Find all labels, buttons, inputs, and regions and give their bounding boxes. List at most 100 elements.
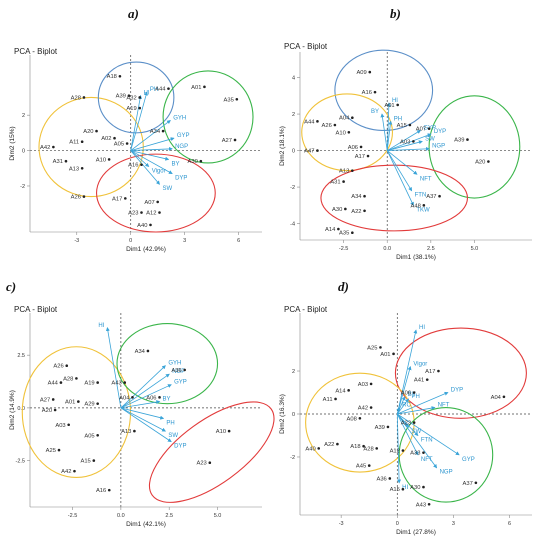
point-a28 (75, 377, 78, 380)
point-a04 (351, 116, 354, 120)
point-a26 (333, 123, 337, 127)
vector-hi (386, 102, 391, 151)
point-a13 (351, 169, 354, 172)
point-label: A17 (425, 369, 435, 375)
point-label: A23 (196, 461, 206, 467)
point-label: A37 (426, 194, 436, 200)
point-a36 (183, 368, 186, 372)
vector-label: DYP (451, 388, 463, 394)
vector-label: DYP (434, 129, 446, 135)
point-label: A13 (339, 169, 349, 175)
vector-label: PH (166, 420, 174, 426)
x-tick-label: -3 (339, 521, 344, 527)
vector-ph (396, 398, 409, 415)
vector-label: NFT (420, 176, 432, 182)
vector-ph (120, 407, 165, 420)
point-a44 (316, 120, 319, 123)
x-tick-label: -3 (74, 238, 79, 244)
vector-dyp (120, 407, 172, 443)
x-tick-label: 6 (237, 238, 240, 244)
point-label: A31 (53, 159, 63, 165)
point-a18 (362, 444, 365, 448)
point-label: A16 (128, 163, 138, 169)
point-label: A10 (96, 157, 106, 163)
vector-hi (130, 94, 143, 151)
point-label: A39 (454, 138, 464, 144)
biplot-svg-b: -2.5 0.0 2.5 5.0 -4 -2 0 2 4 Dim1 (38.1%) Dim2 (18… (279, 49, 532, 261)
point-label: A22 (324, 442, 334, 448)
point-a20 (53, 408, 57, 412)
point-label: A18 (107, 74, 117, 80)
y-tick-label: 2 (22, 113, 25, 119)
point-a42 (73, 469, 76, 473)
point-a43 (123, 381, 127, 384)
point-label: A39 (375, 425, 385, 431)
vector-gyh (120, 365, 166, 409)
point-a25 (379, 346, 382, 349)
point-a37 (474, 481, 478, 485)
y-tick-label: 2.5 (17, 353, 25, 359)
point-a30 (199, 159, 203, 163)
vector-sw (130, 150, 161, 185)
point-a01 (392, 352, 395, 356)
point-a08 (358, 416, 362, 420)
point-a45 (367, 464, 371, 467)
point-label: A28 (363, 446, 373, 452)
point-label: A47 (304, 149, 314, 155)
vector-label: TKW (416, 207, 430, 213)
point-label: A11 (69, 140, 79, 146)
vector-nft (386, 150, 418, 175)
panel-label: d) (338, 279, 349, 294)
y-axis-title: Dim2 (14.9%) (9, 390, 16, 430)
cluster-ellipse-3 (398, 407, 494, 503)
y-tick-label: 2 (292, 112, 295, 118)
point-label: A26 (71, 195, 81, 201)
point-label: A43 (111, 381, 121, 387)
x-axis-title: Dim1 (42.9%) (126, 246, 166, 253)
point-a07 (427, 127, 431, 130)
vector-rc (396, 406, 401, 415)
point-label: A44 (155, 87, 166, 93)
y-tick-label: -4 (290, 222, 295, 228)
vector-vigor (396, 365, 412, 415)
y-tick-label: 0 (292, 412, 295, 418)
point-a03 (412, 140, 415, 143)
vector-label: FTN (415, 193, 427, 199)
point-label: A30 (188, 159, 198, 165)
point-label: A18 (350, 444, 360, 450)
biplot-panel-d: d) PCA - Biplot -3 0 3 6 -2 0 2 Dim1 (27.8%) Dim… (270, 275, 540, 550)
point-a06 (412, 391, 416, 394)
vector-nft (396, 413, 419, 456)
point-label: A12 (146, 211, 156, 217)
x-tick-label: -2.5 (339, 246, 348, 252)
point-a03 (369, 382, 373, 386)
x-tick-label: 0 (396, 521, 399, 527)
vector-label: HI (419, 325, 425, 331)
chart-title: PCA - Biplot (284, 305, 328, 314)
point-a34 (161, 129, 165, 133)
point-label: A27 (222, 138, 232, 144)
x-tick-label: 0.0 (383, 246, 391, 252)
point-a28 (82, 96, 86, 99)
vector-sw (387, 140, 423, 151)
vector-label: SW (162, 186, 172, 192)
vector-dyp (397, 391, 449, 415)
point-label: A44 (304, 119, 315, 125)
point-label: A13 (69, 166, 79, 172)
point-label: A02 (101, 136, 111, 142)
point-label: A26 (53, 364, 63, 370)
vector-label: GYH (173, 115, 186, 121)
cluster-ellipse-2 (97, 61, 175, 134)
point-a33 (422, 451, 425, 454)
vector-label: Vigor (152, 169, 166, 175)
point-label: A06 (146, 395, 156, 401)
point-label: A06 (401, 391, 411, 397)
vector-ph (130, 91, 148, 151)
point-label: A42 (40, 145, 50, 151)
point-a06 (158, 396, 161, 399)
x-tick-label: 0 (129, 238, 132, 244)
point-label: A27 (40, 397, 50, 403)
vector-label: GYP (174, 380, 187, 386)
point-label: A11 (323, 397, 333, 403)
